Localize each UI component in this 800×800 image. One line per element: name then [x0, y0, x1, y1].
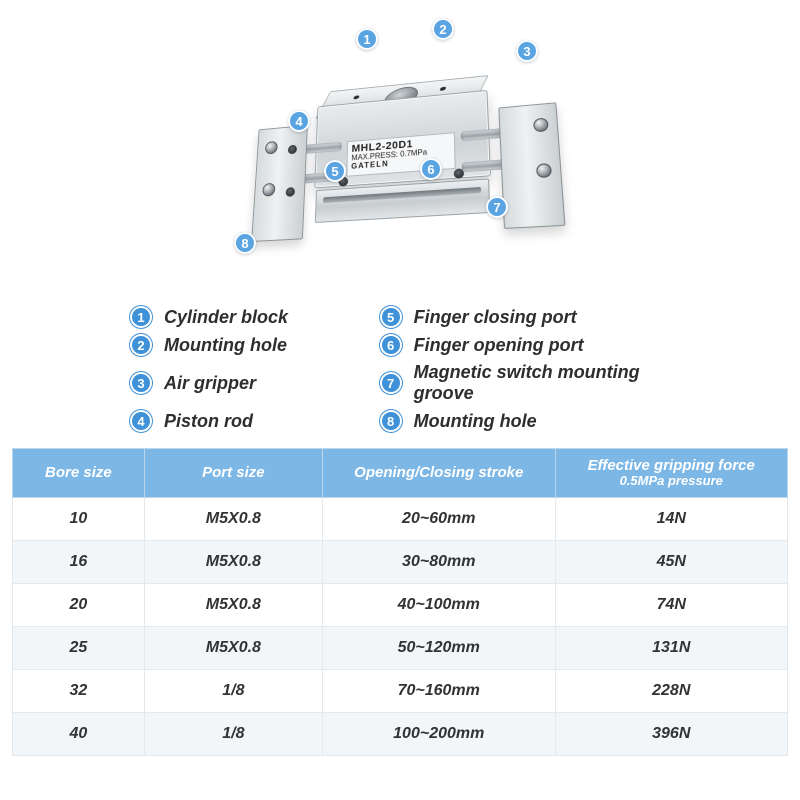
cell-bore: 16: [13, 541, 145, 584]
callout-badge-7: 7: [486, 196, 508, 218]
cell-port: M5X0.8: [144, 498, 322, 541]
col-bore-size: Bore size: [13, 449, 145, 498]
cell-port: 1/8: [144, 713, 322, 756]
callout-badge-8: 8: [234, 232, 256, 254]
callout-badge-1: 1: [356, 28, 378, 50]
legend-label: Piston rod: [164, 411, 253, 432]
legend-label: Mounting hole: [414, 411, 537, 432]
legend-item-5: 5 Finger closing port: [380, 306, 690, 328]
callout-badge-5: 5: [324, 160, 346, 182]
col-gripping-force: Effective gripping force 0.5MPa pressure: [555, 449, 788, 498]
callout-badge-4: 4: [288, 110, 310, 132]
table-row: 10M5X0.820~60mm14N: [13, 498, 788, 541]
cell-force: 131N: [555, 627, 788, 670]
cell-bore: 20: [13, 584, 145, 627]
legend-item-1: 1 Cylinder block: [130, 306, 352, 328]
legend-number-icon: 6: [380, 334, 402, 356]
cell-port: M5X0.8: [144, 584, 322, 627]
legend-item-2: 2 Mounting hole: [130, 334, 352, 356]
cell-stroke: 100~200mm: [323, 713, 556, 756]
specifications-table: Bore size Port size Opening/Closing stro…: [12, 448, 788, 756]
cell-force: 14N: [555, 498, 788, 541]
cell-force: 228N: [555, 670, 788, 713]
callout-badge-3: 3: [516, 40, 538, 62]
cell-force: 74N: [555, 584, 788, 627]
gripper-model: MHL2-20D1 MAX.PRESS: 0.7MPa GATELN: [247, 64, 571, 250]
legend-item-3: 3 Air gripper: [130, 362, 352, 404]
parts-legend: 1 Cylinder block 5 Finger closing port 2 Moun…: [0, 300, 800, 442]
cell-port: M5X0.8: [144, 627, 322, 670]
legend-item-7: 7 Magnetic switch mounting groove: [380, 362, 690, 404]
col-stroke: Opening/Closing stroke: [323, 449, 556, 498]
legend-item-6: 6 Finger opening port: [380, 334, 690, 356]
callout-badge-6: 6: [420, 158, 442, 180]
legend-number-icon: 4: [130, 410, 152, 432]
legend-label: Finger opening port: [414, 335, 584, 356]
table-header-row: Bore size Port size Opening/Closing stro…: [13, 449, 788, 498]
legend-label: Air gripper: [164, 373, 256, 394]
legend-label: Magnetic switch mounting groove: [414, 362, 690, 404]
legend-number-icon: 8: [380, 410, 402, 432]
legend-number-icon: 5: [380, 306, 402, 328]
legend-number-icon: 1: [130, 306, 152, 328]
legend-number-icon: 7: [380, 372, 402, 394]
cell-port: M5X0.8: [144, 541, 322, 584]
cell-stroke: 40~100mm: [323, 584, 556, 627]
table-row: 321/870~160mm228N: [13, 670, 788, 713]
table-row: 20M5X0.840~100mm74N: [13, 584, 788, 627]
legend-label: Cylinder block: [164, 307, 288, 328]
callout-badge-2: 2: [432, 18, 454, 40]
col-port-size: Port size: [144, 449, 322, 498]
legend-item-8: 8 Mounting hole: [380, 410, 690, 432]
table-row: 16M5X0.830~80mm45N: [13, 541, 788, 584]
cell-stroke: 30~80mm: [323, 541, 556, 584]
product-illustration: MHL2-20D1 MAX.PRESS: 0.7MPa GATELN 1 2 3 4 5…: [0, 0, 800, 300]
legend-label: Finger closing port: [414, 307, 577, 328]
cell-stroke: 50~120mm: [323, 627, 556, 670]
legend-number-icon: 2: [130, 334, 152, 356]
cell-force: 45N: [555, 541, 788, 584]
cell-bore: 10: [13, 498, 145, 541]
cell-force: 396N: [555, 713, 788, 756]
cell-port: 1/8: [144, 670, 322, 713]
legend-label: Mounting hole: [164, 335, 287, 356]
cell-bore: 40: [13, 713, 145, 756]
legend-item-4: 4 Piston rod: [130, 410, 352, 432]
table-row: 401/8100~200mm396N: [13, 713, 788, 756]
cell-bore: 25: [13, 627, 145, 670]
legend-number-icon: 3: [130, 372, 152, 394]
cell-stroke: 20~60mm: [323, 498, 556, 541]
table-row: 25M5X0.850~120mm131N: [13, 627, 788, 670]
cell-bore: 32: [13, 670, 145, 713]
cell-stroke: 70~160mm: [323, 670, 556, 713]
